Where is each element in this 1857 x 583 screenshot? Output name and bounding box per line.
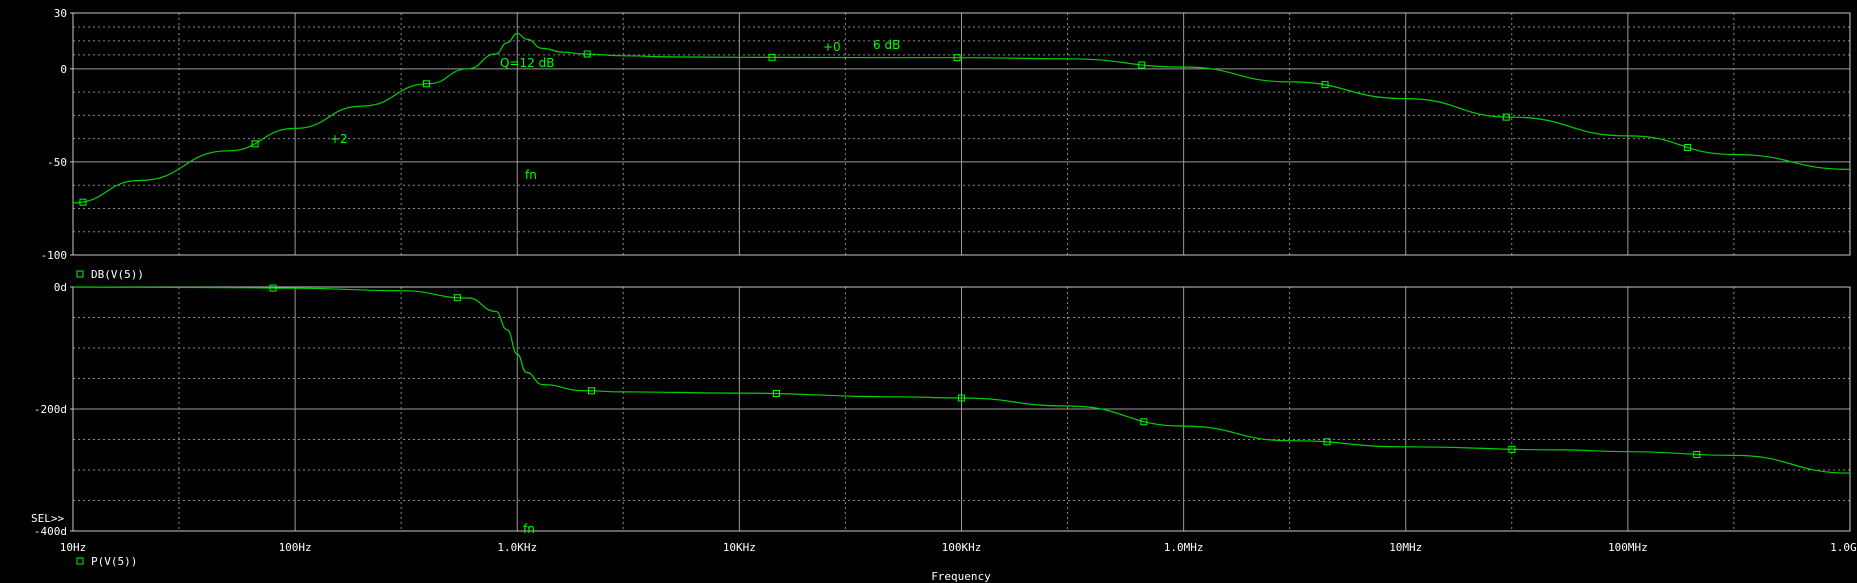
magnitude-y-tick-label: -50 xyxy=(47,156,67,169)
annotation-plus0: +0 xyxy=(823,40,841,54)
x-tick-label: 10MHz xyxy=(1389,541,1422,554)
phase-y-tick-label: -400d xyxy=(34,525,67,538)
annotation-fn-bottom: fn xyxy=(523,522,535,536)
phase-data-marker xyxy=(1693,451,1701,459)
phase-data-marker xyxy=(269,284,277,292)
magnitude-data-marker xyxy=(768,53,776,61)
phase-y-ticks: 0d -200d -400d xyxy=(34,281,73,538)
phase-series-line xyxy=(72,286,1851,474)
x-tick-label: 1.0GHz xyxy=(1830,541,1857,554)
phase-data-marker xyxy=(588,387,596,395)
phase-y-tick-label: 0d xyxy=(54,281,67,294)
magnitude-y-tick-label: 30 xyxy=(54,7,67,20)
magnitude-data-marker xyxy=(583,50,591,58)
annotation-q: Q=12 dB xyxy=(500,56,554,70)
magnitude-y-tick-label: -100 xyxy=(41,249,68,262)
magnitude-data-marker xyxy=(1502,113,1510,121)
magnitude-data-marker xyxy=(422,80,430,88)
magnitude-data-marker xyxy=(251,140,259,148)
phase-data-marker xyxy=(1140,418,1148,426)
phase-data-marker xyxy=(1508,445,1516,453)
annotation-plus2: +2 xyxy=(330,132,348,146)
x-axis-label: Frequency xyxy=(931,570,991,583)
magnitude-y-tick-label: 0 xyxy=(60,63,67,76)
magnitude-data-marker xyxy=(1321,81,1329,89)
phase-data-marker xyxy=(772,389,780,397)
phase-y-tick-label: -200d xyxy=(34,403,67,416)
x-tick-label: 100Hz xyxy=(279,541,312,554)
magnitude-markers xyxy=(79,50,1692,206)
magnitude-data-marker xyxy=(79,198,87,206)
legend-marker-phase xyxy=(76,557,84,565)
phase-grid xyxy=(73,287,1850,531)
phase-data-marker xyxy=(453,294,461,302)
magnitude-series-line xyxy=(72,32,1851,204)
legend-marker-magnitude xyxy=(76,270,84,278)
annotation-6db: 6 dB xyxy=(873,38,900,52)
x-tick-label: 100KHz xyxy=(942,541,982,554)
annotation-fn-top: fn xyxy=(525,168,537,182)
x-tick-label: 10Hz xyxy=(60,541,87,554)
magnitude-grid xyxy=(73,13,1850,255)
phase-markers xyxy=(269,284,1701,459)
x-tick-label: 10KHz xyxy=(723,541,756,554)
frequency-x-ticks: 10Hz 100Hz 1.0KHz 10KHz 100KHz 1.0MHz 10MHz 100… xyxy=(60,541,1857,554)
legend-phase[interactable]: P(V(5)) xyxy=(91,555,137,568)
legend-magnitude[interactable]: DB(V(5)) xyxy=(91,268,144,281)
magnitude-data-marker xyxy=(1138,61,1146,69)
x-tick-label: 1.0MHz xyxy=(1164,541,1204,554)
x-tick-label: 100MHz xyxy=(1608,541,1648,554)
magnitude-plot-frame xyxy=(72,12,1851,256)
magnitude-data-marker xyxy=(953,54,961,62)
magnitude-data-marker xyxy=(1684,144,1692,152)
magnitude-y-ticks: 30 0 -50 -100 xyxy=(41,7,73,262)
phase-data-marker xyxy=(957,394,965,402)
selection-indicator: SEL>> xyxy=(31,512,64,525)
x-tick-label: 1.0KHz xyxy=(497,541,537,554)
phase-data-marker xyxy=(1323,438,1331,446)
